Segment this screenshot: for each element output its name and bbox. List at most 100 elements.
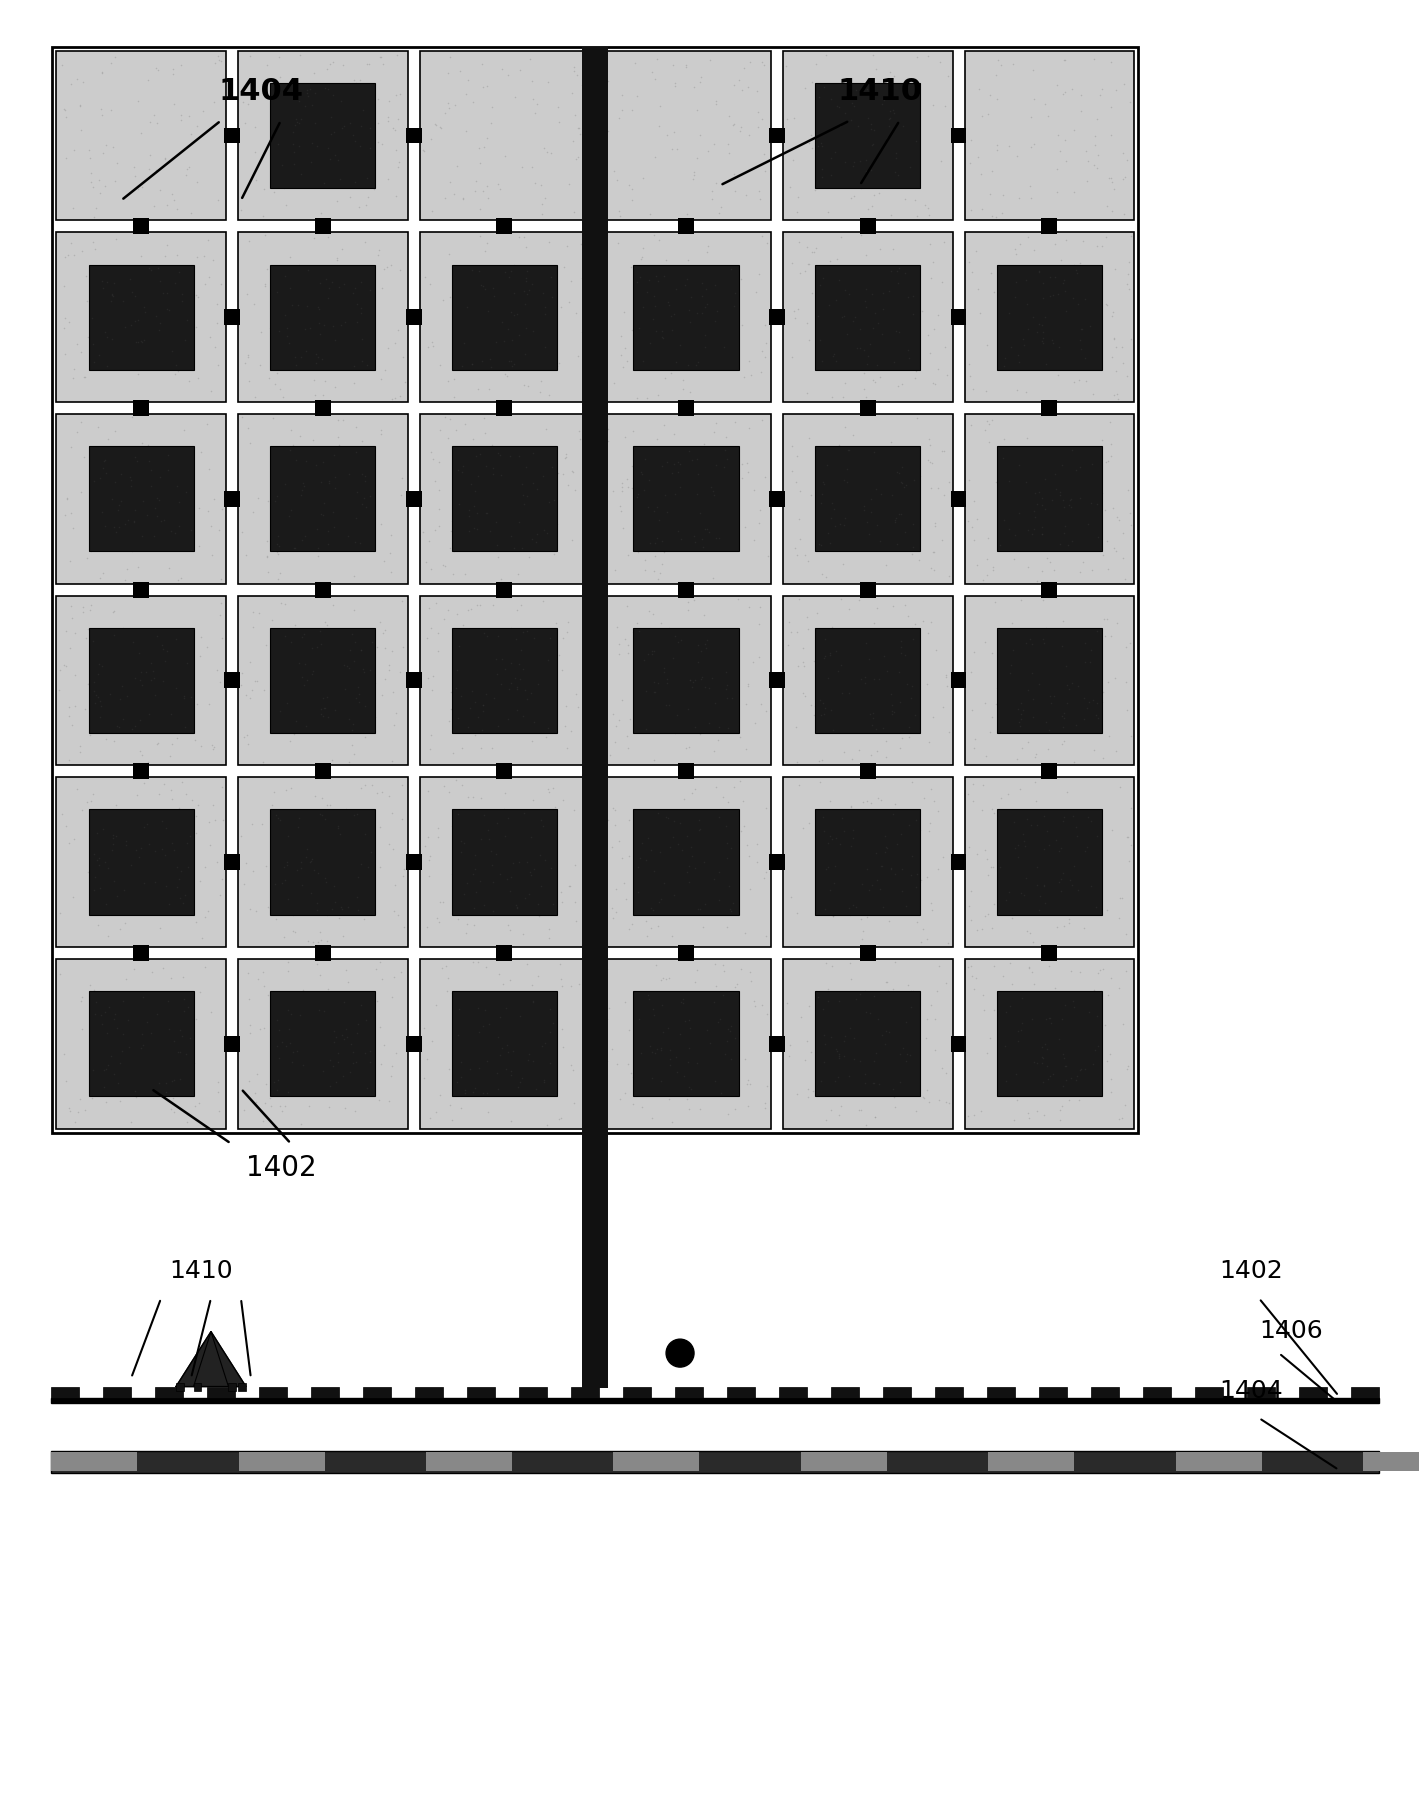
- Point: [329, 892, 352, 921]
- Point: [334, 675, 356, 704]
- Point: [1112, 1009, 1135, 1038]
- Point: [267, 43, 290, 72]
- Point: [872, 894, 895, 923]
- Point: [207, 186, 230, 215]
- Point: [693, 986, 716, 1015]
- Point: [802, 646, 825, 675]
- Point: [957, 248, 980, 277]
- Point: [907, 449, 930, 478]
- Point: [1032, 872, 1055, 901]
- Point: [1088, 535, 1110, 564]
- Point: [709, 1017, 731, 1046]
- Point: [626, 268, 649, 297]
- Point: [136, 810, 159, 839]
- Point: [102, 597, 125, 626]
- Point: [65, 774, 88, 803]
- Point: [595, 268, 618, 297]
- Point: [349, 1002, 372, 1031]
- Point: [175, 161, 197, 190]
- Point: [481, 850, 504, 879]
- Point: [97, 854, 119, 883]
- Point: [812, 816, 835, 845]
- Point: [863, 367, 886, 396]
- Point: [701, 318, 724, 347]
- Point: [737, 1066, 760, 1094]
- Point: [916, 1075, 939, 1103]
- Point: [738, 47, 761, 76]
- Point: [594, 228, 616, 257]
- Point: [94, 1000, 116, 1029]
- Point: [680, 436, 703, 465]
- Point: [808, 649, 831, 678]
- Point: [890, 854, 913, 883]
- Point: [812, 1020, 835, 1049]
- Point: [851, 924, 873, 953]
- Point: [836, 318, 859, 347]
- Point: [537, 923, 559, 952]
- Point: [345, 69, 368, 98]
- Point: [471, 72, 494, 101]
- Point: [862, 365, 885, 394]
- Point: [267, 1044, 290, 1073]
- Point: [322, 872, 345, 901]
- Bar: [406, 673, 422, 689]
- Point: [507, 507, 530, 535]
- Point: [311, 702, 334, 731]
- Point: [94, 336, 116, 365]
- Point: [1054, 78, 1076, 107]
- Point: [521, 785, 544, 814]
- Bar: [419, 959, 589, 1129]
- Point: [852, 915, 875, 944]
- Point: [270, 340, 293, 369]
- Point: [349, 850, 372, 879]
- Point: [354, 461, 376, 490]
- Point: [1004, 282, 1027, 311]
- Point: [834, 412, 856, 441]
- Point: [91, 847, 114, 876]
- Point: [166, 724, 189, 753]
- Point: [682, 445, 704, 474]
- Point: [625, 675, 648, 704]
- Point: [649, 459, 672, 488]
- Bar: [950, 1037, 967, 1051]
- Point: [102, 512, 125, 541]
- Point: [909, 867, 932, 895]
- Point: [937, 561, 960, 590]
- Point: [831, 843, 853, 872]
- Point: [185, 1004, 207, 1033]
- Point: [899, 499, 922, 528]
- Point: [173, 984, 196, 1013]
- Bar: [1041, 763, 1058, 780]
- Point: [693, 848, 716, 877]
- Point: [530, 170, 552, 199]
- Point: [460, 675, 483, 704]
- Point: [320, 49, 342, 78]
- Point: [645, 543, 667, 572]
- Point: [704, 1066, 727, 1094]
- Point: [85, 818, 108, 847]
- Point: [858, 519, 880, 548]
- Point: [452, 185, 474, 213]
- Bar: [318, 221, 328, 232]
- Point: [463, 286, 486, 315]
- Point: [886, 456, 909, 485]
- Point: [95, 130, 118, 159]
- Point: [162, 836, 185, 865]
- Point: [799, 691, 822, 720]
- Point: [355, 163, 378, 192]
- Point: [493, 794, 515, 823]
- Point: [853, 105, 876, 134]
- Point: [1116, 823, 1139, 852]
- Point: [696, 232, 719, 260]
- Point: [129, 834, 152, 863]
- Bar: [988, 1453, 1074, 1471]
- Point: [254, 271, 277, 300]
- Point: [266, 539, 288, 568]
- Point: [1022, 514, 1045, 543]
- Point: [283, 720, 305, 749]
- Point: [892, 110, 914, 139]
- Point: [812, 803, 835, 832]
- Point: [571, 264, 594, 293]
- Point: [1052, 266, 1075, 295]
- Point: [467, 702, 490, 731]
